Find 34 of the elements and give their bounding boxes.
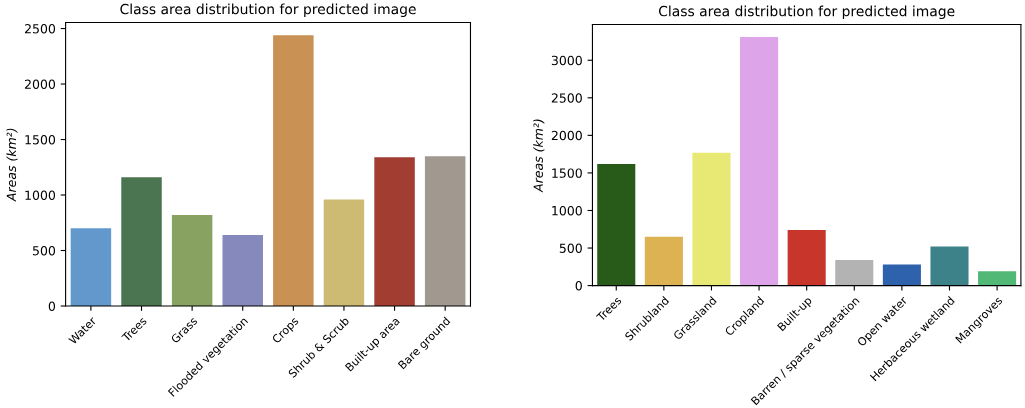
bar <box>424 156 466 306</box>
bar <box>644 236 683 286</box>
bar <box>882 264 921 286</box>
y-axis-title: Areas (km²) <box>533 119 545 193</box>
chart-title: Class area distribution for predicted image <box>658 5 955 20</box>
bar <box>374 157 415 306</box>
bar <box>70 228 112 306</box>
y-tick-label: 0 <box>575 281 582 291</box>
y-tick-label: 2500 <box>24 24 56 34</box>
y-tick-label: 500 <box>559 243 582 253</box>
bar <box>978 271 1017 286</box>
y-tick-label: 1500 <box>552 168 582 178</box>
y-tick-label: 2500 <box>551 93 582 103</box>
bar <box>787 230 826 286</box>
bar <box>273 35 314 306</box>
bar <box>740 36 779 286</box>
bar <box>121 177 162 306</box>
y-tick-label: 500 <box>32 245 56 256</box>
y-axis-title: Areas (km²) <box>6 128 18 202</box>
bar <box>835 260 874 286</box>
bar <box>323 199 365 306</box>
bar <box>597 163 636 286</box>
bar <box>222 234 263 306</box>
y-tick-label: 1500 <box>25 135 56 145</box>
bar <box>171 214 213 306</box>
y-tick-label: 1000 <box>25 190 56 200</box>
bar <box>692 152 731 286</box>
bar <box>930 246 969 286</box>
y-tick-label: 1000 <box>552 205 582 216</box>
y-tick-label: 0 <box>48 301 56 311</box>
y-tick-label: 2000 <box>551 130 582 141</box>
y-tick-label: 2000 <box>24 79 56 89</box>
y-tick-label: 3000 <box>551 55 582 66</box>
chart-title: Class area distribution for predicted image <box>120 3 416 17</box>
